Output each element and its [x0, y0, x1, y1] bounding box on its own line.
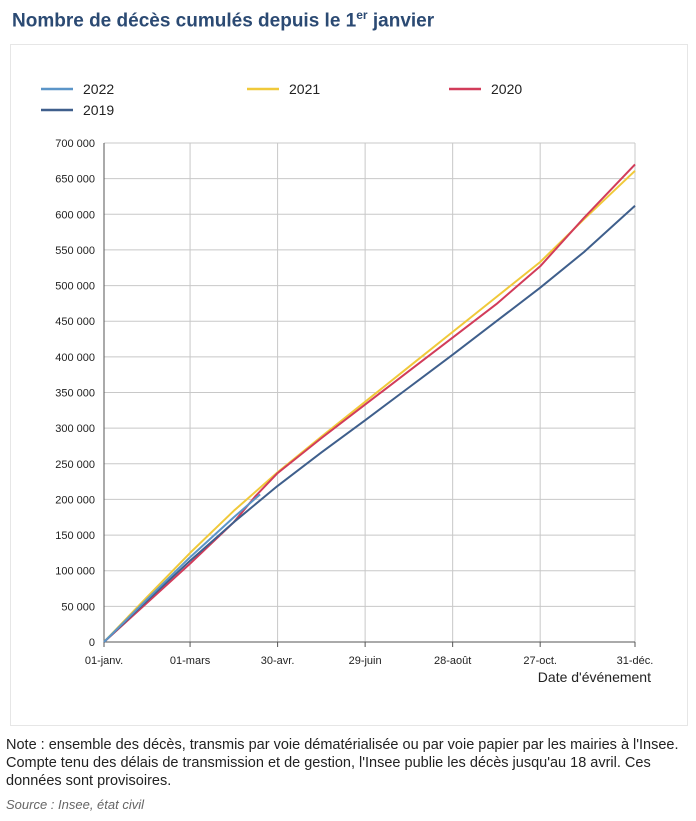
x-tick-label: 28-août [434, 655, 471, 667]
x-axis-title: Date d'événement [538, 669, 651, 685]
y-tick-label: 150 000 [55, 530, 95, 542]
chart-source: Source : Insee, état civil [6, 797, 145, 812]
y-tick-label: 700 000 [55, 138, 95, 150]
y-tick-label: 350 000 [55, 388, 95, 400]
y-tick-label: 250 000 [55, 459, 95, 471]
legend-label-2020: 2020 [491, 81, 522, 97]
y-tick-label: 200 000 [55, 494, 95, 506]
legend-label-2021: 2021 [289, 81, 320, 97]
chart-container: 0 50 000 100 000 150 000 200 000 250 000 300 0… [10, 44, 688, 726]
x-tick-label: 30-avr. [261, 655, 295, 667]
x-tick-label: 31-déc. [617, 655, 654, 667]
page-title: Nombre de décès cumulés depuis le 1er ja… [12, 8, 435, 32]
y-tick-label: 550 000 [55, 245, 95, 257]
series-line-2019 [103, 204, 636, 643]
y-tick-label: 450 000 [55, 316, 95, 328]
x-tick-label: 27-oct. [523, 655, 557, 667]
y-tick-label: 300 000 [55, 423, 95, 435]
x-tick-label: 29-juin [349, 655, 382, 667]
legend-label-2022: 2022 [83, 81, 114, 97]
series-line-2021 [103, 170, 636, 643]
series-line-2020 [103, 163, 636, 643]
line-chart: 0 50 000 100 000 150 000 200 000 250 000 300 0… [41, 81, 654, 685]
x-tick-label: 01-mars [170, 655, 211, 667]
y-tick-label: 500 000 [55, 281, 95, 293]
y-tick-label: 100 000 [55, 566, 95, 578]
y-tick-label: 600 000 [55, 209, 95, 221]
y-tick-label: 50 000 [61, 601, 95, 613]
series-line-2022 [103, 493, 261, 643]
y-tick-label: 0 [89, 637, 95, 649]
x-tick-label: 01-janv. [85, 655, 123, 667]
y-tick-label: 400 000 [55, 352, 95, 364]
chart-note: Note : ensemble des décès, transmis par … [6, 737, 679, 789]
legend-label-2019: 2019 [83, 102, 114, 118]
y-tick-label: 650 000 [55, 174, 95, 186]
